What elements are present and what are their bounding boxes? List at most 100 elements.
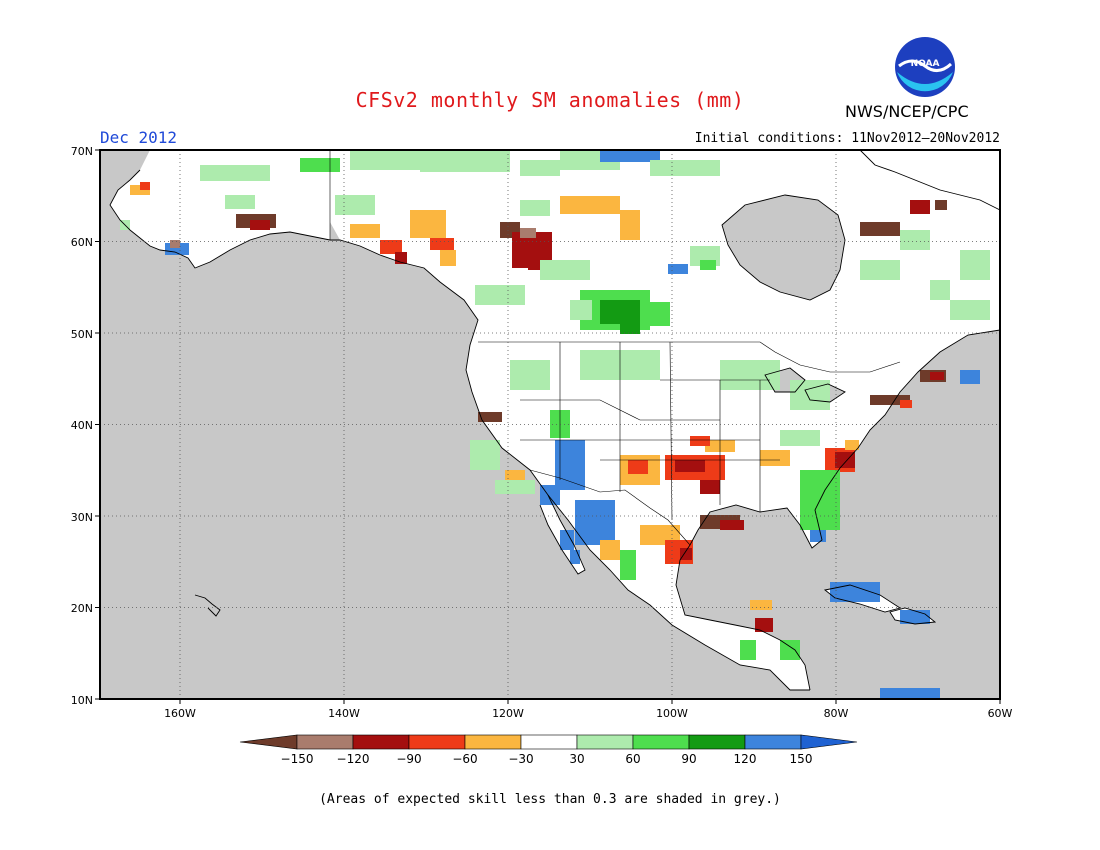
anomaly-cell	[810, 530, 826, 542]
anomaly-cell	[570, 300, 592, 320]
anomaly-cell	[935, 200, 947, 210]
anomaly-cell	[560, 196, 620, 214]
anomaly-cell	[960, 370, 980, 384]
anomaly-cell	[555, 440, 585, 490]
color-bar-tick-label: −60	[452, 752, 477, 766]
color-bar-segment	[576, 734, 634, 750]
anomaly-cell	[430, 238, 454, 250]
political-borders	[329, 150, 901, 546]
anomaly-cell	[250, 220, 270, 230]
anomaly-cell	[560, 530, 574, 550]
anomaly-cell	[930, 372, 944, 380]
lon-label: 80W	[824, 707, 849, 720]
footnote: (Areas of expected skill less than 0.3 a…	[319, 792, 781, 807]
color-bar-tick-label: 30	[569, 752, 584, 766]
anomaly-cell	[620, 320, 640, 334]
lon-label: 100W	[656, 707, 688, 720]
anomaly-cell	[540, 485, 560, 505]
lat-label: 60N	[71, 236, 93, 249]
color-bar-segment	[632, 734, 690, 750]
anomaly-cell	[335, 195, 375, 215]
anomaly-cell	[860, 222, 900, 236]
anomaly-cell	[720, 360, 780, 390]
anomaly-cell	[380, 240, 402, 254]
anomaly-cell	[900, 400, 912, 408]
noaa-logo: NOAA	[895, 37, 955, 97]
color-bar-segment	[520, 734, 578, 750]
map-title: CFSv2 monthly SM anomalies (mm)	[355, 88, 745, 112]
noaa-logo-text: NOAA	[911, 59, 940, 69]
anomaly-cell	[600, 150, 660, 162]
color-bar-tick-label: −150	[281, 752, 314, 766]
anomaly-cell	[200, 165, 270, 181]
anomaly-cell	[350, 224, 380, 238]
anomaly-cell	[410, 210, 446, 238]
color-bar-tick-label: −90	[396, 752, 421, 766]
lon-label: 120W	[492, 707, 524, 720]
agency-label: NWS/NCEP/CPC	[845, 102, 969, 121]
initial-conditions: Initial conditions: 11Nov2012–20Nov2012	[694, 131, 1000, 146]
anomaly-cell	[510, 360, 550, 390]
anomaly-cell	[440, 250, 456, 266]
anomaly-cell	[790, 380, 830, 410]
anomaly-cell	[930, 280, 950, 300]
axis-ticks	[95, 149, 1001, 704]
color-bar-segment	[688, 734, 746, 750]
color-bar-segment	[464, 734, 522, 750]
lat-label: 50N	[71, 328, 93, 341]
anomaly-cell	[520, 228, 536, 238]
anomaly-cell	[700, 480, 720, 494]
month-label: Dec 2012	[100, 128, 178, 147]
anomaly-cell	[880, 688, 940, 700]
color-bar-labels: −150 −120 −90 −60 −30 30 60 90 120 150	[281, 752, 813, 766]
anomaly-cell	[830, 582, 880, 602]
anomaly-cell	[900, 230, 930, 250]
anomaly-cell	[845, 440, 859, 450]
anomaly-cell	[700, 260, 716, 270]
anomaly-cell	[478, 412, 502, 422]
anomaly-cell	[640, 302, 670, 326]
anomaly-cell	[350, 150, 430, 170]
anomaly-cell	[750, 600, 772, 610]
color-bar-segment	[296, 734, 354, 750]
color-bar-arrow-high	[800, 734, 858, 750]
anomaly-cell	[590, 510, 610, 540]
anomaly-cell	[570, 550, 580, 564]
anomaly-cell	[720, 520, 744, 530]
color-bar-segment	[408, 734, 466, 750]
anomaly-cell	[740, 640, 756, 660]
anomaly-cell	[960, 250, 990, 280]
anomaly-cell	[140, 182, 150, 190]
latitude-labels: 10N 20N 30N 40N 50N 60N 70N	[71, 145, 93, 707]
anomaly-cell	[620, 550, 636, 580]
lon-label: 160W	[164, 707, 196, 720]
color-bar-tick-label: 60	[625, 752, 640, 766]
anomaly-cell	[650, 160, 720, 176]
anomaly-cell	[470, 440, 500, 470]
anomaly-cell	[540, 260, 590, 280]
anomaly-cell	[760, 450, 790, 466]
anomaly-cell	[680, 548, 692, 560]
anomaly-cell	[690, 436, 710, 446]
lon-label: 140W	[328, 707, 360, 720]
anomaly-cell	[950, 300, 990, 320]
color-bar-segment	[744, 734, 802, 750]
color-bar-tick-label: 120	[734, 752, 757, 766]
lat-label: 40N	[71, 419, 93, 432]
anomaly-cell	[910, 612, 924, 620]
anomaly-cell	[835, 452, 855, 468]
anomaly-cell	[620, 210, 640, 240]
color-bar	[239, 734, 858, 750]
color-bar-segment	[352, 734, 410, 750]
color-bar-tick-label: 150	[790, 752, 813, 766]
anomaly-cell	[300, 158, 340, 172]
anomaly-cell	[780, 430, 820, 446]
anomaly-cells	[120, 150, 990, 700]
anomaly-cell	[910, 200, 930, 214]
color-bar-tick-label: −30	[508, 752, 533, 766]
anomaly-cell	[755, 618, 773, 632]
anomaly-cell	[860, 260, 900, 280]
anomaly-cell	[668, 264, 688, 274]
anomaly-cell	[520, 160, 560, 176]
